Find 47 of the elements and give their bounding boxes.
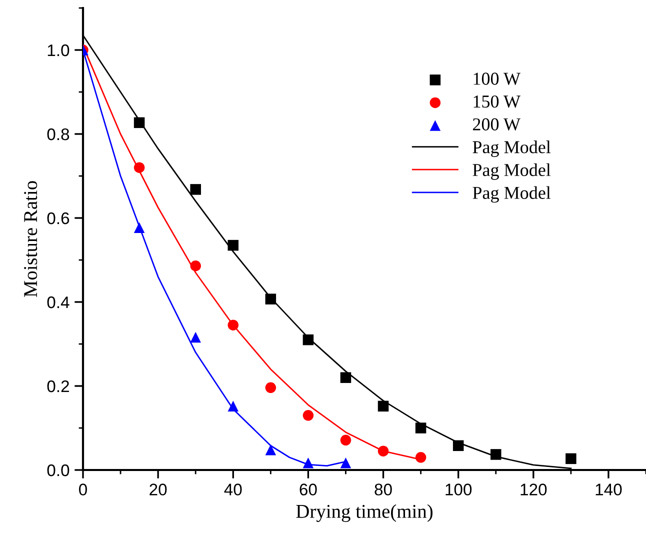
point <box>566 453 576 464</box>
point <box>302 457 314 468</box>
point <box>302 410 314 421</box>
point <box>134 162 145 173</box>
point <box>452 440 464 452</box>
x-tick-label: 60 <box>300 484 317 496</box>
point <box>228 400 239 412</box>
y-tick-label: 0.2 <box>47 380 69 392</box>
x-tick-label: 20 <box>150 484 167 496</box>
point <box>228 320 239 330</box>
legend-label: Pag Model <box>472 186 551 203</box>
point <box>490 449 502 460</box>
point <box>415 422 426 434</box>
x-tick-label: 120 <box>520 484 547 496</box>
point <box>134 222 145 234</box>
x-tick-label: 80 <box>374 484 392 496</box>
legend-label: 150 W <box>474 95 520 108</box>
y-tick-label: 0.0 <box>47 464 70 476</box>
legend-label: Pag Model <box>472 140 551 157</box>
y-axis-title: Moisture Ratio <box>24 181 38 298</box>
point <box>415 452 426 463</box>
x-tick-label: 100 <box>446 484 472 496</box>
point <box>378 400 389 412</box>
point <box>134 117 145 128</box>
point <box>340 457 352 468</box>
x-tick-label: 40 <box>224 484 242 496</box>
legend-label: Pag Model <box>472 163 551 180</box>
point <box>340 434 352 446</box>
legend-label: 200 W <box>472 118 520 131</box>
y-tick-label: 0.6 <box>47 212 70 224</box>
point <box>190 260 201 272</box>
y-tick-label: 1.0 <box>48 44 70 56</box>
x-axis-title: Drying time(min) <box>296 504 432 522</box>
point <box>265 294 276 304</box>
y-tick-label: 0.4 <box>47 296 70 308</box>
x-tick-label: 140 <box>596 484 622 496</box>
point <box>302 334 314 346</box>
point <box>190 332 201 343</box>
point <box>228 240 239 251</box>
y-tick-label: 0.8 <box>47 128 70 140</box>
point <box>265 444 276 456</box>
point <box>340 372 352 383</box>
point <box>378 446 389 456</box>
x-tick-label: 0 <box>79 484 87 496</box>
legend-label: 100 W <box>474 72 520 85</box>
point <box>265 382 276 394</box>
point <box>190 184 201 195</box>
